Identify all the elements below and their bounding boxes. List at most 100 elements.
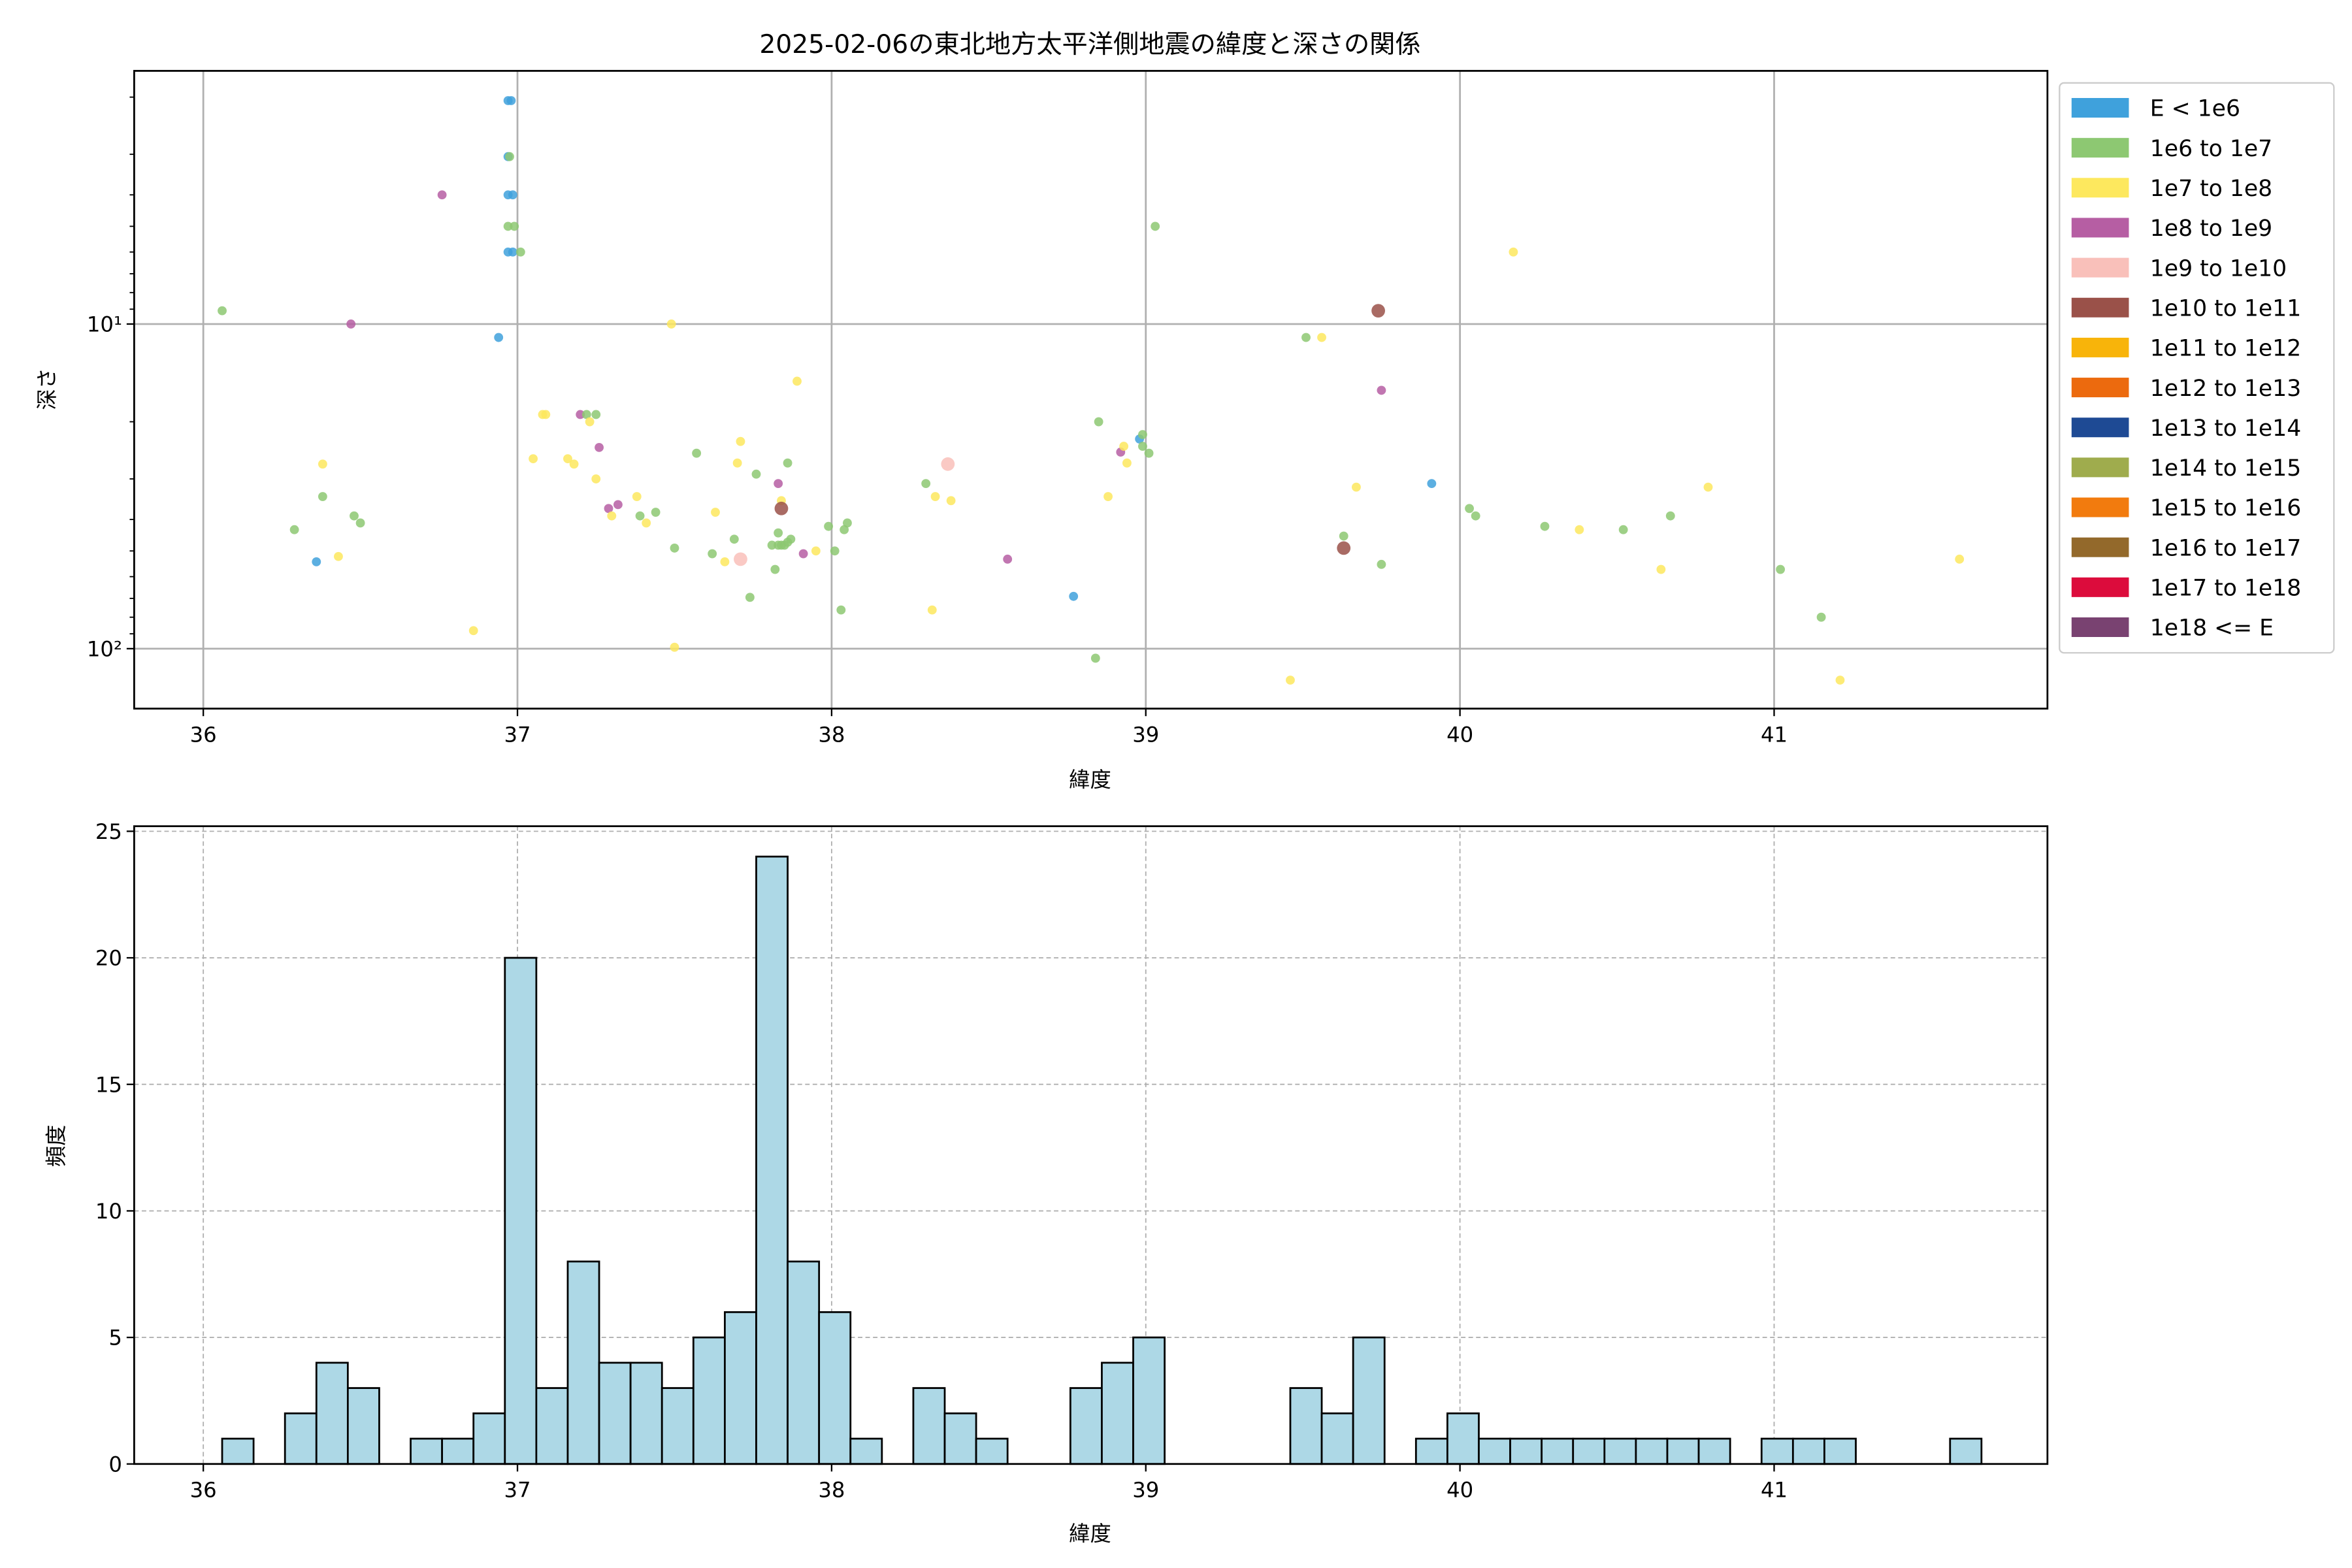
- scatter-point: [632, 492, 642, 501]
- histogram-bar: [1509, 1437, 1543, 1465]
- scatter-point: [218, 306, 227, 316]
- scatter-point: [670, 543, 679, 553]
- legend-label: 1e14 to 1e15: [2150, 455, 2301, 482]
- legend-swatch: [2071, 537, 2129, 557]
- scatter-point: [786, 534, 796, 544]
- legend-swatch: [2071, 577, 2129, 597]
- histogram-bar: [1132, 1336, 1166, 1465]
- scatter-point: [1618, 525, 1628, 534]
- histogram-bar: [1603, 1437, 1637, 1465]
- scatter-point: [503, 221, 513, 231]
- histogram-bar: [1697, 1437, 1731, 1465]
- y-tick-label: 15: [95, 1072, 122, 1097]
- scatter-point: [720, 557, 730, 566]
- histogram-bar: [598, 1362, 632, 1465]
- histogram-bar: [787, 1260, 821, 1465]
- x-tick-label: 41: [1761, 722, 1788, 747]
- histogram-bar: [1949, 1437, 1983, 1465]
- histogram-bar: [818, 1311, 852, 1465]
- histogram-bar: [410, 1437, 444, 1465]
- histogram-bar: [943, 1412, 977, 1465]
- scatter-point: [563, 454, 572, 464]
- scatter-point: [1465, 504, 1474, 514]
- scatter-point: [510, 221, 519, 231]
- histogram-bar: [724, 1311, 757, 1465]
- scatter-point: [1317, 333, 1326, 342]
- scatter-point: [811, 546, 821, 556]
- legend-label: E < 1e6: [2150, 96, 2240, 122]
- y-tick-label: 0: [108, 1452, 122, 1477]
- scatter-point: [1337, 541, 1351, 555]
- histogram-bar: [284, 1412, 318, 1465]
- x-tick-label: 36: [190, 1478, 217, 1503]
- legend-label: 1e11 to 1e12: [2150, 336, 2301, 362]
- scatter-point: [1471, 511, 1480, 521]
- histogram-bar: [1320, 1412, 1354, 1465]
- scatter-point: [642, 518, 651, 528]
- histogram-bar: [1666, 1437, 1700, 1465]
- histogram-plot: 36 37 38 39 40 41 0 5 10 15 20 25: [95, 819, 2049, 1503]
- scatter-point: [736, 436, 745, 446]
- histogram-bar: [692, 1336, 726, 1465]
- scatter-point: [774, 479, 783, 489]
- histogram-bar: [1541, 1437, 1575, 1465]
- scatter-point: [1151, 221, 1160, 231]
- scatter-point: [1575, 525, 1584, 534]
- legend-label: 1e17 to 1e18: [2150, 576, 2301, 602]
- legend-swatch: [2071, 337, 2129, 357]
- scatter-point: [941, 457, 955, 471]
- x-tick-label: 40: [1446, 1478, 1473, 1503]
- scatter-point: [745, 593, 755, 602]
- histogram-bar: [1478, 1437, 1511, 1465]
- histogram-bar: [1414, 1437, 1448, 1465]
- legend-swatch: [2071, 497, 2129, 517]
- y-tick-label: 25: [95, 819, 122, 844]
- legend-swatch: [2071, 218, 2129, 238]
- histogram-bar: [1572, 1437, 1606, 1465]
- legend-swatch: [2071, 378, 2129, 398]
- scatter-point: [1540, 521, 1550, 531]
- scatter-point: [792, 376, 802, 386]
- scatter-point: [508, 190, 517, 200]
- scatter-point: [1656, 564, 1666, 574]
- scatter-point: [666, 319, 676, 329]
- scatter-point: [505, 152, 514, 161]
- scatter-point: [591, 474, 601, 483]
- y-tick-label: 10¹: [87, 312, 122, 337]
- legend-swatch: [2071, 417, 2129, 438]
- x-tick-label: 40: [1446, 722, 1473, 747]
- histogram-bar: [1069, 1387, 1103, 1465]
- scatter-point: [585, 417, 595, 427]
- legend-swatch: [2071, 98, 2129, 118]
- scatter-point: [751, 469, 761, 479]
- scatter-point: [798, 549, 808, 559]
- legend-box: [2059, 82, 2335, 654]
- scatter-point: [1090, 653, 1100, 663]
- scatter-point: [930, 492, 940, 501]
- x-tick-label: 39: [1132, 722, 1159, 747]
- scatter-point: [355, 518, 365, 528]
- histogram-y-label: 頻度: [44, 1125, 69, 1168]
- scatter-point: [734, 552, 747, 566]
- legend-label: 1e9 to 1e10: [2150, 255, 2287, 282]
- scatter-point: [1301, 333, 1311, 342]
- legend-label: 1e7 to 1e8: [2150, 176, 2272, 202]
- scatter-point: [1665, 511, 1675, 521]
- scatter-point: [1138, 430, 1147, 440]
- histogram-bar: [1760, 1437, 1794, 1465]
- scatter-point: [1427, 479, 1437, 489]
- scatter-point: [508, 247, 517, 257]
- legend-label: 1e16 to 1e17: [2150, 535, 2301, 561]
- scatter-point: [732, 458, 742, 468]
- scatter-point: [541, 410, 551, 419]
- scatter-point: [692, 448, 702, 458]
- scatter-point: [843, 518, 852, 528]
- scatter-point: [1776, 564, 1786, 574]
- histogram-bar: [315, 1362, 349, 1465]
- x-tick-label: 36: [190, 722, 217, 747]
- scatter-point: [1955, 554, 1965, 564]
- scatter-point: [1377, 559, 1386, 569]
- histogram-bar: [975, 1437, 1009, 1465]
- scatter-point: [437, 190, 447, 200]
- scatter-point: [312, 557, 321, 566]
